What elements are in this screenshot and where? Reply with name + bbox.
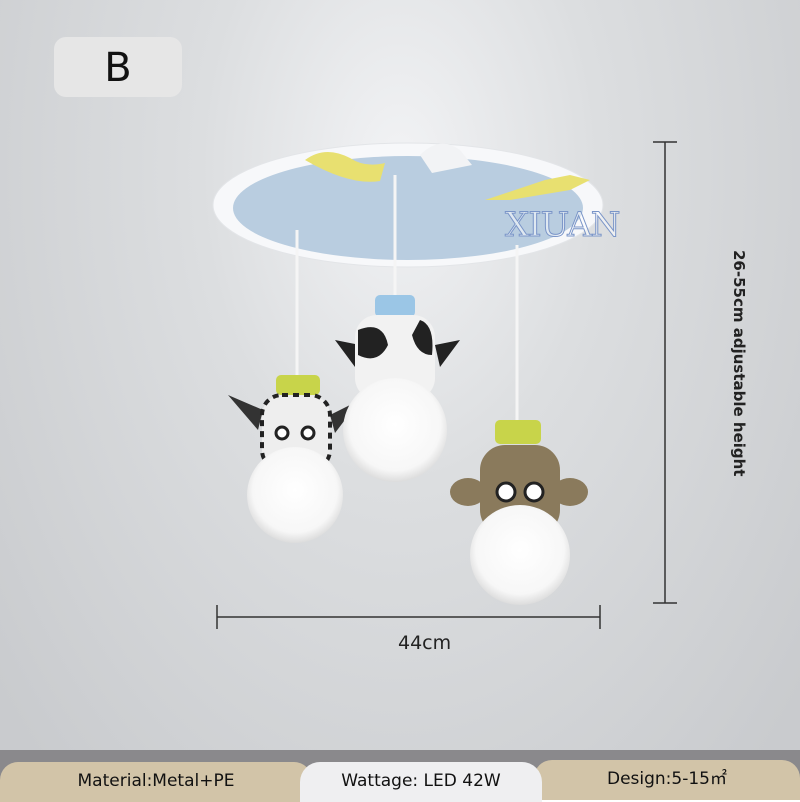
variant-badge: B (54, 37, 182, 97)
design-spec: Design:5-15㎡ (534, 760, 800, 800)
cloud-decoration (305, 151, 385, 182)
height-dimension-line (653, 141, 677, 604)
material-spec: Material:Metal+PE (0, 762, 312, 802)
zebra-pendant (228, 375, 360, 543)
cow-pendant (335, 295, 460, 482)
plane-decoration (485, 175, 590, 200)
width-dimension-line (216, 605, 601, 629)
monkey-pendant (450, 420, 588, 605)
width-label: 44cm (398, 632, 452, 654)
height-label: 26-55cm adjustable height (730, 250, 748, 477)
wattage-spec: Wattage: LED 42W (300, 762, 542, 802)
ceiling-disc (233, 156, 583, 260)
watermark: XIUAN (505, 205, 622, 246)
cloud-decoration (420, 143, 472, 173)
